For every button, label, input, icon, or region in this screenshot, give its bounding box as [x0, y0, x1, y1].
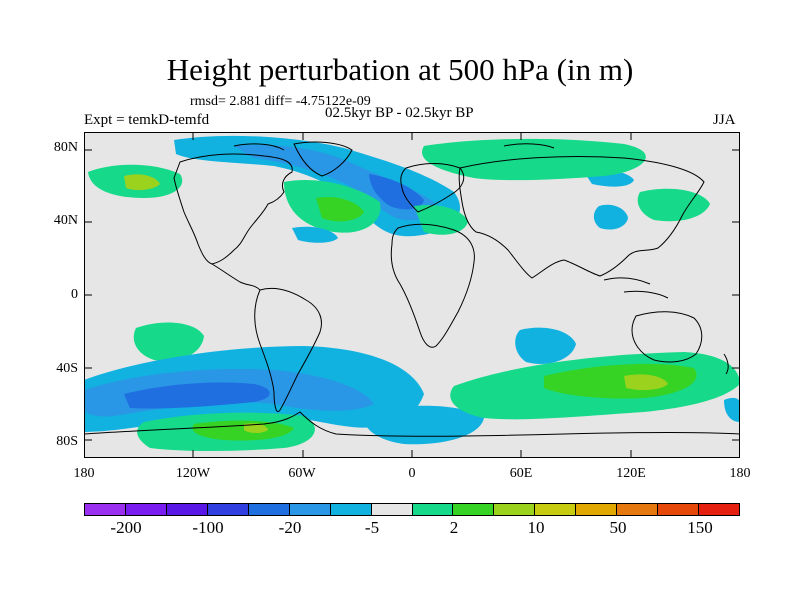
height-perturbation-map [84, 132, 740, 458]
colorbar-swatch [289, 504, 331, 515]
contour-green2-south-indian [544, 363, 697, 399]
contour-yellow-green-antarctic [244, 423, 268, 433]
chart-title: Height perturbation at 500 hPa (in m) [166, 52, 634, 87]
coastline-central-america [211, 263, 261, 291]
x-tick-label: 180 [73, 466, 95, 481]
coastline-arctic-islands [233, 143, 555, 151]
contour-yellow-green-atlantic [316, 196, 364, 222]
x-tick-label: 120E [616, 466, 646, 481]
contour-green-asia-east [637, 188, 710, 222]
colorbar-swatch [248, 504, 290, 515]
colorbar-label: 50 [609, 518, 627, 537]
colorbar-swatch [494, 504, 536, 515]
coastline-greenland [293, 141, 353, 177]
contour-green-south-pacific [133, 322, 204, 361]
colorbar-swatch [371, 504, 413, 515]
y-tick-label: 80N [53, 140, 78, 155]
contour-light-blue-indian-ocean [515, 327, 576, 364]
contour-fills [84, 135, 740, 451]
colorbar-swatch [330, 504, 372, 515]
experiment-label: Expt = temkD-temfd [84, 112, 210, 128]
colorbar-label: 150 [687, 518, 713, 537]
contour-green2-antarctic [192, 420, 294, 441]
colorbar-swatch [85, 504, 126, 515]
colorbar-label: -200 [110, 518, 142, 537]
stats-label: rmsd= 2.881 diff= -4.75122e-09 [190, 94, 371, 109]
contour-light-blue-east-asia [593, 204, 628, 230]
contour-light-blue-south-atlantic [363, 405, 484, 445]
x-tick-label: 60W [288, 466, 316, 481]
colorbar-label: -5 [364, 518, 380, 537]
contour-light-blue-antarctic-east [724, 397, 740, 422]
period-label: 02.5kyr BP - 02.5kyr BP [325, 105, 474, 121]
coastline-europe [400, 163, 465, 213]
coastline-asia [458, 155, 705, 279]
x-tick-label: 60E [509, 466, 533, 481]
colorbar-swatch [699, 504, 739, 515]
coastline-africa [390, 223, 475, 348]
contour-green-north-eurasia [422, 138, 646, 181]
y-tick-label: 0 [71, 287, 78, 302]
colorbar [84, 503, 740, 516]
coastline-north-america [173, 153, 293, 265]
contour-blue-southern-pacific [124, 382, 270, 409]
coastline-indonesia [603, 277, 669, 299]
coastline-new-zealand [723, 353, 729, 375]
colorbar-swatch [535, 504, 577, 515]
colorbar-swatch [207, 504, 249, 515]
coastline-antarctica [84, 411, 740, 437]
colorbar-swatch [617, 504, 659, 515]
season-label: JJA [713, 112, 736, 128]
coastline-south-america [254, 287, 322, 412]
colorbar-swatch [453, 504, 495, 515]
colorbar-label: 2 [449, 518, 459, 537]
coastlines [84, 141, 740, 437]
x-tick-label: 120W [175, 466, 211, 481]
x-tick-label: 0 [408, 466, 416, 481]
contour-yellow-green-south-indian [624, 374, 668, 391]
y-tick-label: 80S [56, 434, 78, 449]
coastline-australia [631, 311, 703, 363]
contour-blue-north-atlantic [369, 174, 424, 210]
colorbar-swatch [658, 504, 700, 515]
y-tick-label: 40N [53, 213, 78, 228]
colorbar-label: 10 [527, 518, 545, 537]
tick-marks [84, 132, 740, 458]
colorbar-swatch [412, 504, 454, 515]
contour-yellow-green-north-america [124, 174, 160, 191]
colorbar-label: -20 [278, 518, 302, 537]
colorbar-label: -100 [192, 518, 224, 537]
contour-light-blue-pacific-tropic [292, 226, 338, 243]
colorbar-swatch [576, 504, 618, 515]
colorbar-swatch [125, 504, 167, 515]
colorbar-swatch [166, 504, 208, 515]
contour-green-europe [414, 204, 468, 235]
x-tick-label: 180 [729, 466, 751, 481]
y-tick-label: 40S [56, 361, 78, 376]
